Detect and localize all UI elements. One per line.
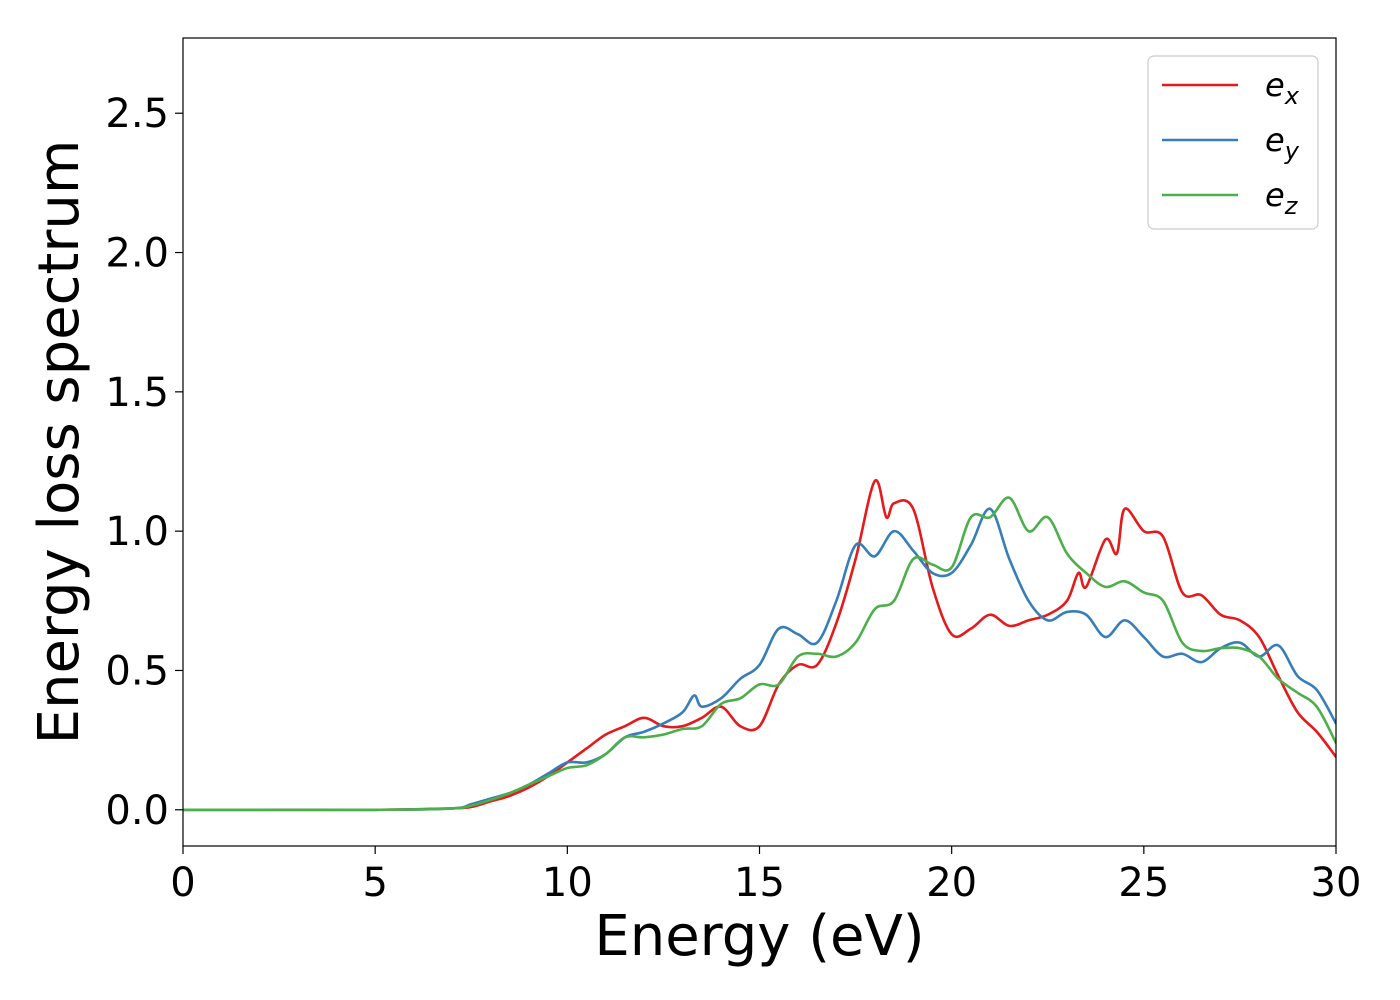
legend: ex ey ez [1147,55,1319,230]
y-tick-label: 1.0 [105,509,169,555]
legend-label-e-y: ey [1265,121,1300,165]
x-tick-label: 20 [926,860,977,906]
x-tick-label: 0 [170,860,195,906]
x-tick-label: 10 [542,860,593,906]
series-line-e-y [183,507,1336,812]
y-axis-ticks: 0.0 0.5 1.0 1.5 2.0 2.5 [105,91,183,834]
legend-label-e-x: ex [1265,66,1300,110]
y-tick-label: 2.0 [105,231,169,277]
y-tick-label: 0.0 [105,788,169,834]
x-tick-label: 5 [362,860,387,906]
series-line-e-z [183,496,1336,812]
y-tick-label: 0.5 [105,648,169,694]
plot-area [183,479,1336,812]
y-axis-title: Energy loss spectrum [27,140,92,745]
y-tick-label: 2.5 [105,91,169,137]
legend-box [1147,55,1319,230]
y-tick-label: 1.5 [105,370,169,416]
x-axis-ticks: 0 5 10 15 20 25 30 [170,846,1361,906]
x-axis-title: Energy (eV) [594,904,924,969]
x-tick-label: 25 [1118,860,1169,906]
legend-label-e-z: ez [1265,176,1299,220]
x-tick-label: 30 [1311,860,1362,906]
x-tick-label: 15 [734,860,785,906]
